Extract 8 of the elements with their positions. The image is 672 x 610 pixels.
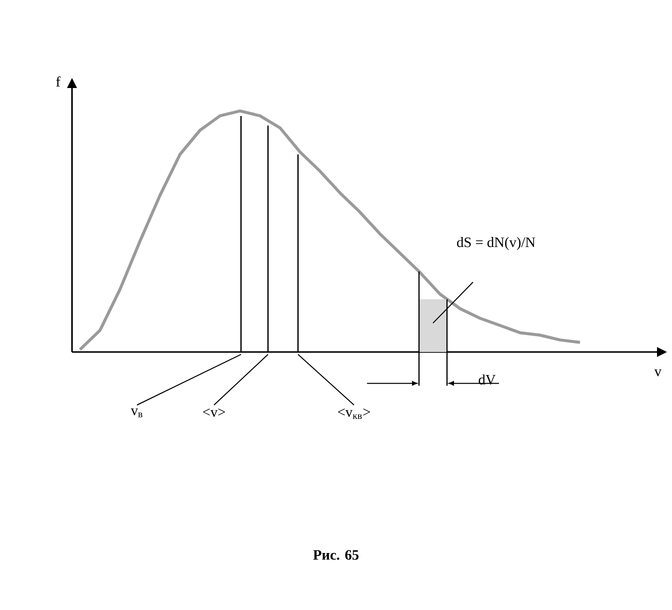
text: <v$_{кв}$> (338, 408, 370, 419)
y-axis-title: f (56, 76, 60, 86)
x-axis-title: v (654, 370, 662, 376)
text: <v> (203, 408, 226, 417)
annotation: dS = dN(v)/N (457, 237, 536, 250)
text: dV (478, 374, 496, 385)
text: Рис. 65 (313, 550, 359, 560)
text: v$_{в}$ (130, 408, 142, 418)
